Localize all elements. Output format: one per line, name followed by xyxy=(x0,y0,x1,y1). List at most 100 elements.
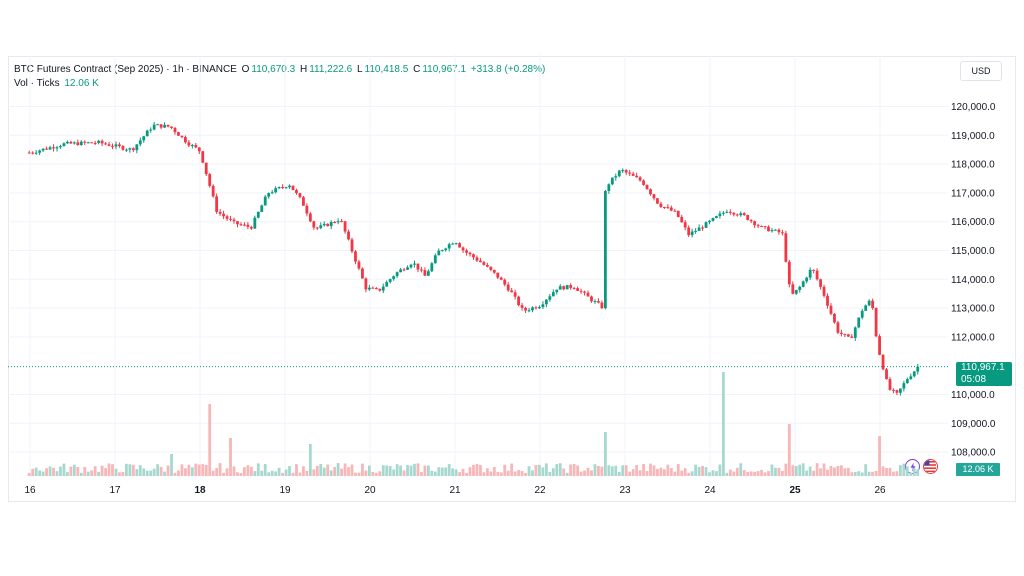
volume-label[interactable]: Vol · Ticks xyxy=(14,78,60,89)
candle-body xyxy=(520,305,524,308)
volume-bar xyxy=(142,468,146,476)
volume-bar xyxy=(794,465,798,476)
currency-button[interactable]: USD xyxy=(960,61,1002,81)
candle-body xyxy=(364,278,368,290)
volume-bar xyxy=(489,471,493,476)
candle-body xyxy=(565,285,569,290)
candle-body xyxy=(395,272,399,277)
candle-body xyxy=(569,285,573,288)
candle-body xyxy=(371,287,375,289)
candle-body xyxy=(527,310,531,312)
volume-bar xyxy=(760,469,763,476)
volume-bar xyxy=(308,444,312,476)
volume-bar xyxy=(243,467,246,476)
volume-bar xyxy=(201,464,205,476)
volume-bar xyxy=(402,470,406,476)
volume-bar xyxy=(125,463,128,476)
x-tick-label: 21 xyxy=(449,485,461,496)
volume-bar xyxy=(41,471,45,476)
volume-bar xyxy=(777,467,781,476)
volume-bar xyxy=(739,463,743,476)
candle-body xyxy=(666,207,670,209)
countdown-tag: 05:08 xyxy=(956,374,1012,386)
volume-bar xyxy=(694,464,698,476)
volume-bar xyxy=(472,464,475,476)
candle-body xyxy=(211,185,215,197)
candle-body xyxy=(270,192,274,194)
candle-body xyxy=(551,292,555,297)
volume-bar xyxy=(704,467,708,476)
volume-bar xyxy=(38,470,42,476)
volume-bar xyxy=(874,470,878,476)
candle-body xyxy=(544,299,548,305)
volume-bar xyxy=(350,464,354,476)
volume-bar xyxy=(59,466,62,476)
x-tick-label: 20 xyxy=(364,485,376,496)
candle-body xyxy=(451,243,455,245)
candle-body xyxy=(416,263,420,270)
volume-bar xyxy=(548,471,552,476)
volume-bar xyxy=(767,471,770,476)
candle-body xyxy=(145,130,149,137)
candle-body xyxy=(805,277,809,282)
candle-body xyxy=(475,257,479,261)
volume-bar xyxy=(336,463,340,476)
candle-body xyxy=(826,295,829,306)
candle-body xyxy=(621,170,625,172)
candle-body xyxy=(288,185,291,188)
candle-body xyxy=(79,141,83,146)
volume-bar xyxy=(31,468,35,476)
candle-body xyxy=(131,148,135,151)
volume-bar xyxy=(447,464,451,476)
candle-body xyxy=(308,213,312,222)
candle-body xyxy=(784,233,788,262)
volume-bar xyxy=(610,466,614,476)
candle-body xyxy=(312,221,316,228)
candle-body xyxy=(399,269,402,273)
symbol-title[interactable]: BTC Futures Contract (Sep 2025) · 1h · B… xyxy=(14,64,237,75)
volume-bar xyxy=(763,472,767,476)
candle-body xyxy=(482,262,486,265)
volume-bar xyxy=(916,469,920,476)
volume-bar xyxy=(357,472,361,476)
candle-body xyxy=(503,279,507,285)
volume-bar xyxy=(90,470,94,476)
candle-body xyxy=(204,162,208,175)
volume-bar xyxy=(479,464,482,476)
candle-body xyxy=(787,261,791,285)
candle-body xyxy=(642,180,645,185)
volume-bar xyxy=(812,470,816,476)
volume-bar xyxy=(774,467,777,476)
open-value: 110,670.3 xyxy=(251,64,296,75)
candle-body xyxy=(402,269,406,271)
candle-body xyxy=(541,304,545,308)
volume-bar xyxy=(885,468,888,476)
volume-bar xyxy=(753,471,757,476)
candle-body xyxy=(197,147,201,152)
candle-body xyxy=(215,196,219,212)
candle-body xyxy=(354,251,357,262)
y-tick-label: 112,000.0 xyxy=(951,332,995,343)
volume-bar xyxy=(555,464,559,476)
candle-body xyxy=(742,213,746,216)
lightning-icon[interactable] xyxy=(905,459,920,474)
candle-body xyxy=(72,142,76,144)
y-tick-label: 116,000.0 xyxy=(951,217,995,228)
volume-bar xyxy=(72,464,76,476)
volume-bar xyxy=(815,463,819,476)
volume-bar xyxy=(482,472,486,476)
candle-body xyxy=(499,277,503,280)
candle-body xyxy=(791,284,795,294)
volume-bar xyxy=(492,467,496,476)
candle-body xyxy=(125,149,128,151)
volume-bar xyxy=(468,467,472,476)
candle-body xyxy=(576,288,580,291)
volume-bar xyxy=(392,469,396,476)
candle-body xyxy=(55,147,59,149)
us-flag-icon[interactable] xyxy=(923,459,938,474)
volume-bar xyxy=(343,463,347,476)
candle-body xyxy=(302,197,305,206)
candle-body xyxy=(801,281,805,287)
volume-bar xyxy=(378,471,382,476)
